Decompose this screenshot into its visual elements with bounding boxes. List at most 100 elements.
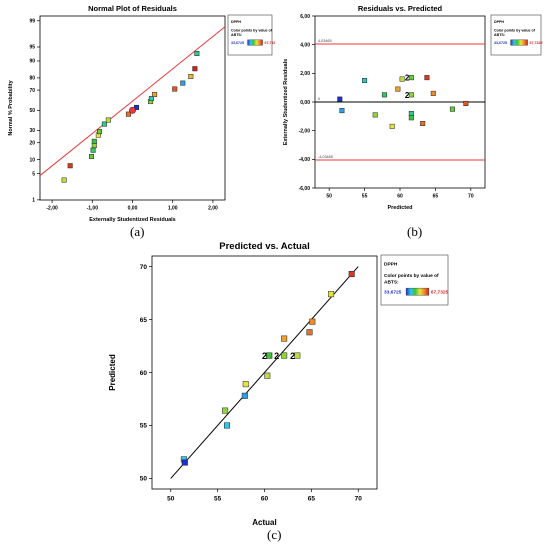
- caption-a: (a): [130, 224, 145, 239]
- x-axis-label: Actual: [252, 518, 276, 527]
- data-point: [90, 147, 96, 153]
- y-tick-label: 55: [140, 423, 148, 430]
- normal-plot-chart: Normal Plot of Residuals -2,00 -1,00 0,00 1,…: [8, 4, 275, 223]
- x-axis-label: Predicted: [387, 205, 412, 211]
- data-point: [408, 110, 414, 116]
- legend-line1: Color points by value of: [231, 29, 273, 33]
- y-tick-label: 95: [29, 45, 35, 51]
- fit-line: [170, 266, 359, 479]
- data-point: [194, 51, 200, 57]
- x-tick-label: 50: [167, 495, 175, 502]
- data-point: [266, 352, 273, 359]
- data-point: [181, 459, 188, 466]
- data-point: [328, 291, 335, 298]
- data-point: [180, 80, 186, 86]
- y-tick-label: 0,00: [300, 100, 310, 106]
- data-point: [242, 381, 249, 388]
- data-point: [91, 143, 97, 149]
- data-point: [339, 108, 345, 114]
- x-tick-label: 55: [214, 495, 222, 502]
- point-count-label: 2: [405, 74, 410, 83]
- data-point: [408, 75, 414, 81]
- data-point: [389, 123, 395, 129]
- plot-area: [170, 266, 359, 479]
- data-point: [424, 75, 430, 81]
- data-point: [91, 138, 97, 144]
- data-point: [67, 163, 73, 169]
- data-point: [420, 121, 426, 126]
- limit-line-label: -4,03465: [318, 155, 333, 159]
- legend-color-bar: [247, 39, 263, 46]
- legend-title: DPPH: [384, 262, 398, 268]
- x-tick-label: 70: [468, 194, 474, 200]
- x-tick-label: 2,00: [208, 206, 218, 212]
- data-point: [281, 335, 288, 342]
- data-point: [264, 372, 271, 379]
- chart-title: Predicted vs. Actual: [219, 241, 309, 252]
- x-tick-label: -1,00: [87, 206, 99, 212]
- x-tick-label: 55: [362, 194, 368, 200]
- y-axis-label: Predicted: [108, 354, 117, 391]
- y-axis-label: Normal % Probability: [8, 79, 14, 135]
- y-tick-label: -2,00: [299, 128, 311, 134]
- data-point: [88, 154, 94, 160]
- data-point: [61, 177, 67, 183]
- chart-title: Residuals vs. Predicted: [358, 4, 443, 13]
- data-point: [372, 112, 378, 118]
- data-point: [395, 86, 401, 92]
- data-point: [222, 407, 229, 414]
- data-point: [348, 271, 355, 278]
- x-tick-label: 65: [308, 495, 316, 502]
- y-tick-label: 65: [140, 317, 148, 324]
- x-tick-label: 0,00: [128, 206, 138, 212]
- y-tick-label: 60: [140, 370, 148, 377]
- data-point: [306, 329, 313, 336]
- x-axis-label: Externally Studentized Residuals: [89, 217, 176, 223]
- fit-line: [40, 26, 225, 176]
- y-tick-label: 99: [29, 19, 35, 25]
- x-tick-label: 50: [326, 194, 332, 200]
- legend-frame: [380, 254, 449, 306]
- legend-title: DPPH: [494, 20, 504, 24]
- y-tick-label: 30: [29, 128, 35, 134]
- legend-max-value: 67,7325: [431, 289, 449, 295]
- point-count-label: 2: [290, 351, 295, 361]
- legend-max-value: 67,7325: [265, 41, 275, 45]
- data-point: [294, 352, 301, 359]
- zero-line-label: 0: [318, 97, 320, 101]
- point-count-label: 2: [274, 351, 279, 361]
- data-point: [337, 96, 343, 102]
- legend-min-value: 33,6725: [494, 41, 507, 45]
- data-point: [381, 92, 387, 98]
- data-point: [224, 422, 230, 429]
- data-point: [430, 90, 436, 96]
- legend-title: DPPH: [231, 20, 241, 24]
- x-tick-label: 60: [261, 495, 269, 502]
- data-point: [172, 86, 178, 92]
- x-tick-label: -2,00: [46, 206, 58, 212]
- residuals-vs-predicted-chart: Residuals vs. Predicted 50 55 60 65 70 -6,00 -4…: [283, 4, 543, 211]
- y-tick-label: 90: [29, 59, 35, 65]
- legend-frame: [490, 14, 542, 56]
- legend-color-bar: [510, 39, 528, 46]
- y-tick-label: 80: [29, 76, 35, 82]
- predicted-vs-actual-chart: Predicted vs. Actual 50 55 60 65 70 50 55 60 65 70…: [108, 241, 449, 527]
- legend-color-bar: [405, 287, 430, 296]
- legend-frame: [227, 14, 273, 56]
- data-point: [152, 91, 158, 97]
- data-point: [192, 66, 198, 72]
- legend-line2: ABTS:: [384, 279, 399, 285]
- y-tick-label: 4,00: [300, 42, 310, 48]
- highlighted-point: [129, 106, 136, 114]
- panel-residuals-vs-predicted: Residuals vs. Predicted 50 55 60 65 70 -6,00 -4…: [275, 0, 550, 240]
- point-count-label: 2: [262, 351, 267, 361]
- y-tick-label: 6,00: [300, 14, 310, 20]
- limit-line-label: 4,03465: [318, 39, 332, 43]
- data-point: [463, 100, 469, 106]
- point-count-label: 2: [405, 91, 410, 100]
- y-tick-label: 50: [140, 476, 148, 483]
- data-point: [241, 392, 248, 399]
- data-point: [449, 106, 455, 112]
